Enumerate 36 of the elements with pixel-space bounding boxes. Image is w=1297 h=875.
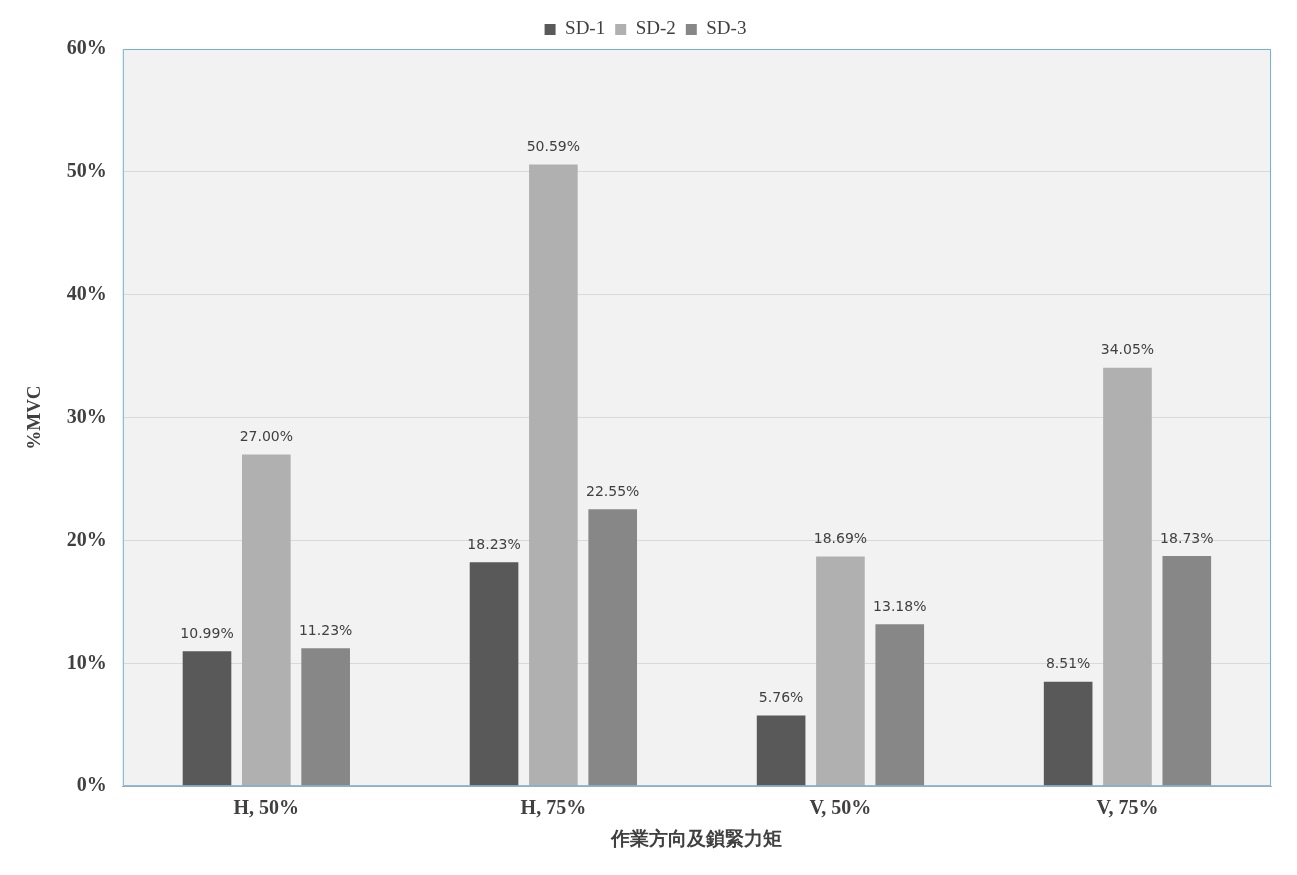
y-tick-label: 0% xyxy=(76,773,107,796)
data-label: 8.51% xyxy=(1045,655,1091,672)
bar xyxy=(301,648,350,786)
data-label: 50.59% xyxy=(526,138,581,155)
y-axis-title: %MVC xyxy=(23,385,45,450)
legend-label: SD-3 xyxy=(706,17,747,39)
bar xyxy=(588,509,638,786)
y-tick-label: 40% xyxy=(66,281,107,304)
y-tick-label: 30% xyxy=(66,404,107,427)
x-axis-title: 作業方向及鎖緊力矩 xyxy=(610,827,783,849)
x-tick-label: H, 75% xyxy=(520,796,587,819)
data-label: 27.00% xyxy=(239,428,294,445)
x-tick-label: V, 50% xyxy=(809,796,872,819)
y-tick-label: 60% xyxy=(66,36,107,59)
data-label: 18.23% xyxy=(467,535,521,552)
bar xyxy=(182,651,232,786)
data-label: 34.05% xyxy=(1100,341,1155,358)
data-label: 18.73% xyxy=(1160,529,1214,546)
x-tick-label: H, 50% xyxy=(233,796,300,819)
data-label: 18.69% xyxy=(813,530,868,547)
data-label: 13.18% xyxy=(873,597,927,614)
legend-label: SD-2 xyxy=(635,17,676,39)
bar xyxy=(469,562,519,786)
bar xyxy=(875,624,925,786)
data-label: 11.23% xyxy=(298,621,353,638)
bar xyxy=(756,715,806,786)
y-tick-label: 10% xyxy=(66,650,107,673)
y-tick-label: 20% xyxy=(66,527,107,550)
data-label: 10.99% xyxy=(180,624,234,641)
legend-label: SD-1 xyxy=(565,17,606,39)
y-tick-label: 50% xyxy=(66,159,107,182)
x-tick-label: V, 75% xyxy=(1096,796,1159,819)
data-label: 5.76% xyxy=(758,689,804,706)
bar xyxy=(1162,556,1212,786)
data-label: 22.55% xyxy=(586,482,640,499)
bar xyxy=(1043,681,1093,786)
